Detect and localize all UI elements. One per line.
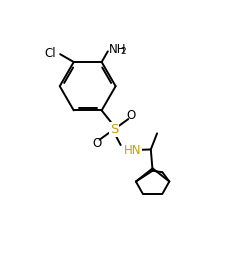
Text: S: S — [110, 123, 118, 136]
Text: HN: HN — [124, 144, 141, 157]
Text: O: O — [126, 109, 136, 122]
Text: NH: NH — [109, 43, 126, 56]
Text: Cl: Cl — [44, 46, 56, 60]
Text: O: O — [92, 137, 101, 150]
Text: 2: 2 — [120, 47, 126, 56]
